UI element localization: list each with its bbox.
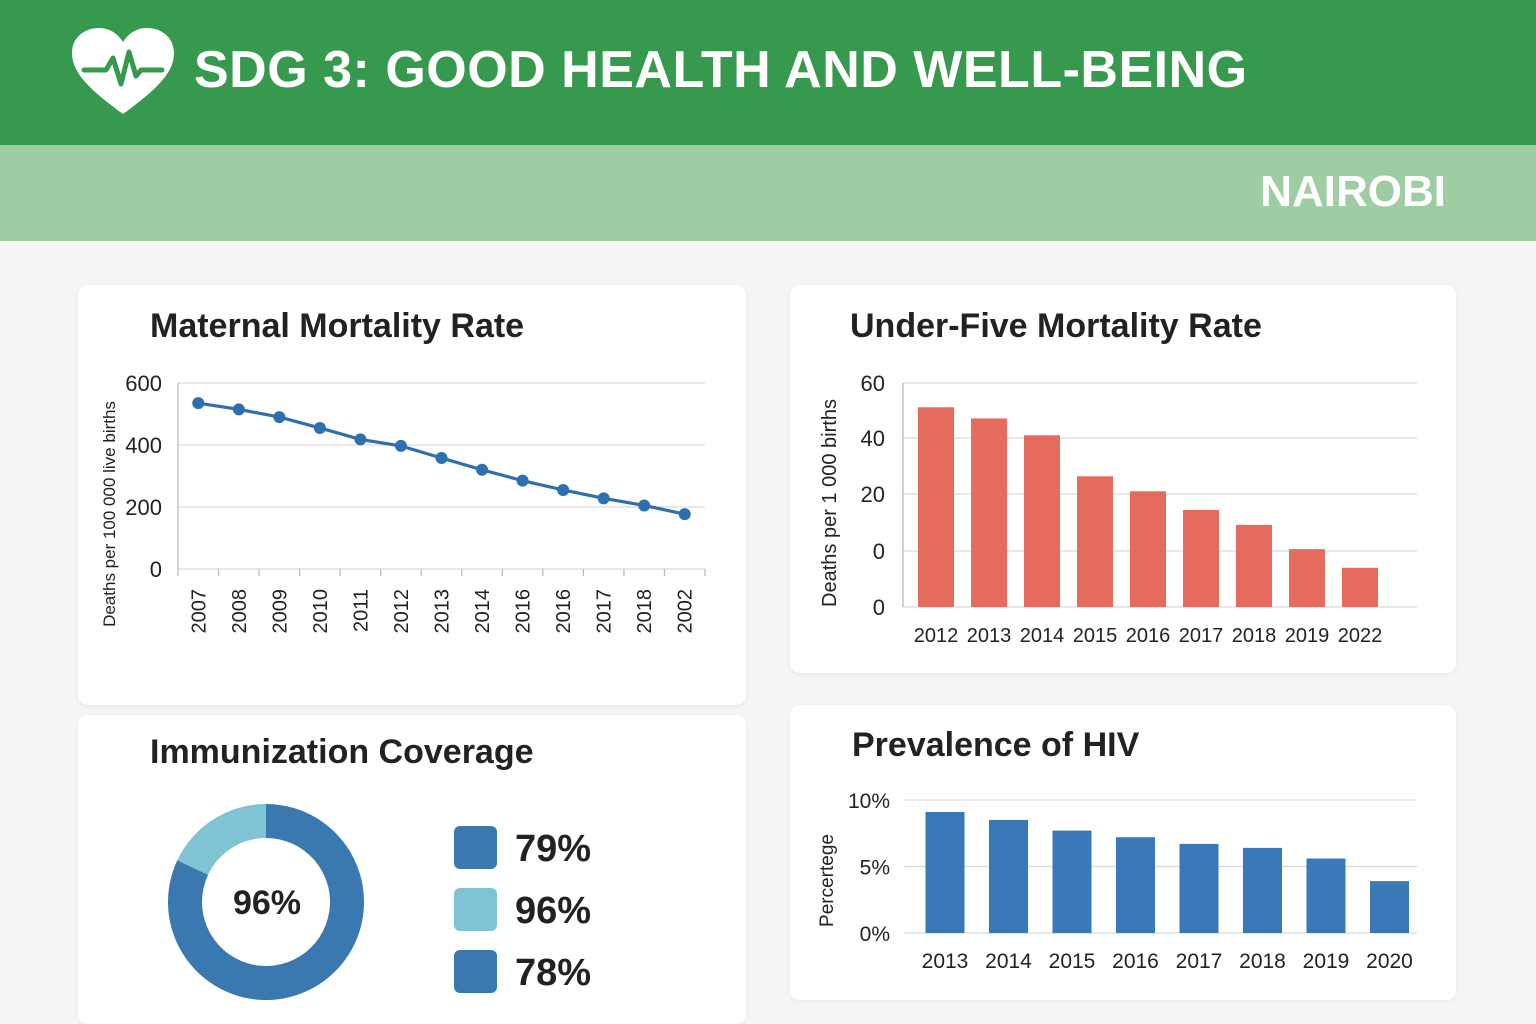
x-tick-label: 2013: [922, 950, 969, 973]
y-tick-label: 60: [861, 371, 885, 396]
y-tick-label: 0: [873, 595, 885, 620]
data-point: [354, 433, 367, 446]
bar: [1024, 435, 1060, 607]
x-tick-label: 2016: [1112, 950, 1159, 973]
x-tick-label: 2007: [188, 589, 210, 634]
y-tick-label: 0%: [860, 923, 890, 946]
under-five-mortality-chart: 60 40 20 0 0 2012 2013 2014 2015 2016 2017 2018 2019…: [819, 371, 1417, 647]
city-label: NAIROBI: [1260, 167, 1446, 216]
x-tick-label: 2019: [1285, 625, 1330, 647]
data-point: [273, 411, 286, 424]
bar: [1306, 858, 1346, 933]
data-point: [232, 403, 245, 416]
x-tick-label: 2015: [1049, 950, 1096, 973]
bar: [989, 819, 1028, 933]
x-tick-label: 2018: [1232, 625, 1277, 647]
x-tick-label: 2016: [1126, 625, 1171, 647]
hiv-chart-title: Prevalence of HIV: [852, 726, 1140, 764]
y-axis-title: Deaths per 100 000 live births: [100, 401, 119, 627]
x-tick-label: 2017: [594, 589, 616, 634]
y-tick-label: 20: [861, 482, 885, 507]
y-tick-label: 200: [125, 495, 162, 520]
x-tick-label: 2010: [310, 589, 332, 634]
bar: [1179, 843, 1219, 933]
x-tick-label: 2012: [914, 625, 959, 647]
x-tick-label: 2016: [513, 589, 535, 634]
y-tick-label: 5%: [860, 857, 890, 880]
subheader-bar: NAIROBI: [0, 145, 1536, 241]
legend-label: 79%: [515, 828, 591, 870]
maternal-chart-title: Maternal Mortality Rate: [150, 307, 525, 345]
page-title: SDG 3: GOOD HEALTH AND WELL-BEING: [194, 41, 1248, 99]
y-tick-label: 0: [873, 539, 885, 564]
x-tick-label: 2019: [1303, 950, 1350, 973]
donut-slice: [168, 804, 365, 1000]
data-point: [435, 452, 448, 465]
y-tick-label: 600: [125, 371, 162, 396]
y-axis-title: Deaths per 1 000 births: [819, 399, 841, 607]
bar: [1243, 847, 1282, 933]
x-tick-label: 2015: [1073, 625, 1118, 647]
data-point: [476, 463, 489, 476]
bar: [1130, 491, 1166, 607]
x-tick-label: 2013: [967, 625, 1012, 647]
legend-swatch: [454, 826, 497, 869]
bar: [1236, 524, 1272, 607]
x-tick-label: 2014: [472, 589, 494, 634]
legend-swatch: [454, 950, 497, 993]
donut-center-label: 96%: [233, 884, 301, 922]
donut-slice: [177, 804, 266, 875]
bar: [1370, 881, 1409, 933]
bar: [1183, 509, 1219, 607]
x-tick-label: 2020: [1366, 950, 1413, 973]
bar: [918, 407, 954, 607]
x-tick-label: 2012: [391, 589, 413, 634]
heart-pulse-icon: [72, 28, 174, 114]
x-tick-label: 2014: [1020, 625, 1065, 647]
x-tick-label: 2018: [1239, 950, 1286, 973]
x-tick-label: 2016: [553, 589, 575, 634]
x-tick-label: 2013: [432, 589, 454, 634]
x-tick-label: 2018: [634, 589, 656, 634]
x-tick-label: 2009: [269, 589, 291, 634]
x-tick-label: 2014: [985, 950, 1032, 973]
y-tick-label: 40: [861, 426, 885, 451]
bar: [1077, 476, 1113, 607]
legend-swatch: [454, 888, 497, 931]
header-bar: SDG 3: GOOD HEALTH AND WELL-BEING: [0, 0, 1536, 145]
data-point: [313, 421, 326, 434]
x-tick-label: 2008: [229, 589, 251, 634]
legend-label: 96%: [515, 890, 591, 932]
bar: [1342, 567, 1378, 607]
x-tick-label: 2022: [1338, 625, 1383, 647]
data-point: [597, 492, 610, 505]
bar: [1116, 837, 1155, 933]
y-tick-label: 10%: [848, 790, 890, 813]
bar: [1052, 830, 1092, 933]
data-point: [192, 397, 205, 410]
data-point: [557, 483, 570, 496]
maternal-mortality-chart: 0 200 400 600 2007 2008 2009 2010 2011 2012 2013 20…: [100, 371, 706, 634]
bar: [971, 418, 1007, 607]
hiv-prevalence-chart: 0% 5% 10% 2013 2014 2015 2016 2017 2018 2019 2020 P…: [817, 790, 1417, 973]
bar: [925, 811, 965, 933]
y-axis-title: Percertege: [817, 834, 838, 927]
underfive-chart-title: Under-Five Mortality Rate: [850, 307, 1262, 345]
data-point: [678, 508, 691, 521]
x-tick-label: 2002: [675, 589, 697, 634]
immunization-donut-chart: 96% 79% 96% 78%: [168, 804, 591, 1000]
data-point: [516, 474, 529, 487]
maternal-mortality-card: [78, 285, 746, 705]
y-tick-label: 400: [125, 433, 162, 458]
data-point: [638, 499, 651, 512]
bar: [1289, 549, 1325, 607]
x-tick-label: 2011: [350, 589, 372, 632]
data-point: [394, 439, 407, 452]
y-tick-label: 0: [150, 557, 162, 582]
x-tick-label: 2017: [1179, 625, 1224, 647]
x-tick-label: 2017: [1176, 950, 1223, 973]
immunization-chart-title: Immunization Coverage: [150, 733, 534, 771]
under-five-mortality-card: [790, 285, 1456, 673]
legend-label: 78%: [515, 952, 591, 994]
